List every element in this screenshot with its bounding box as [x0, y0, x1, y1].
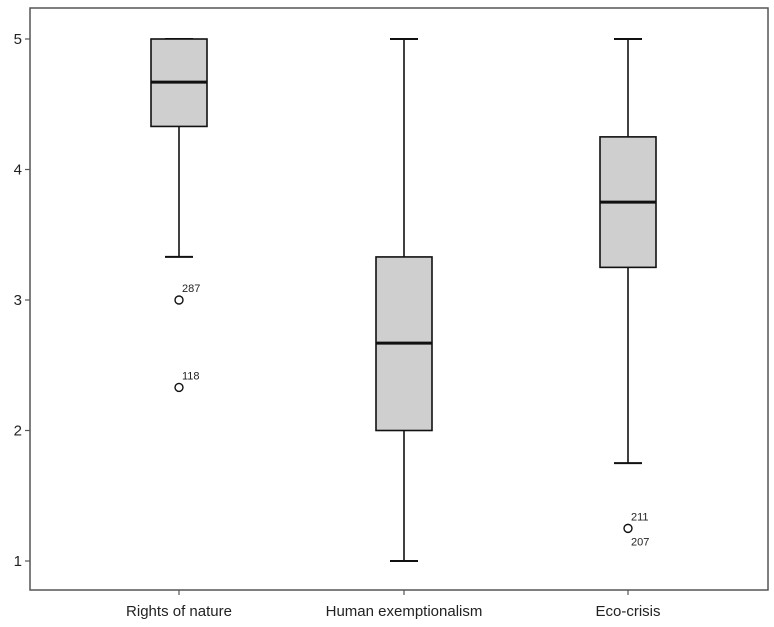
y-tick-label: 3 — [14, 292, 22, 309]
outlier-label: 211 — [631, 511, 649, 523]
outlier-point — [174, 382, 184, 393]
outlier-label: 207 — [631, 536, 649, 548]
box-group: 211 207 — [599, 38, 657, 548]
outlier-point — [174, 295, 184, 305]
y-axis: 1 2 3 4 5 — [14, 31, 30, 570]
y-tick-label: 2 — [14, 423, 22, 440]
y-tick-label: 1 — [14, 553, 22, 570]
outlier-point — [623, 523, 633, 534]
outlier-label: 118 — [182, 370, 200, 382]
x-category-label: Human exemptionalism — [326, 603, 483, 620]
outlier-label: 287 — [182, 283, 200, 295]
boxes-layer: 287 118 211 207 — [150, 38, 657, 562]
x-axis: Rights of nature Human exemptionalism Eco-… — [126, 590, 661, 620]
box-group: 287 118 — [150, 38, 208, 393]
box-group — [375, 38, 433, 562]
y-tick-label: 4 — [14, 162, 22, 179]
x-category-label: Eco-crisis — [595, 603, 660, 620]
x-category-label: Rights of nature — [126, 603, 232, 620]
y-tick-label: 5 — [14, 31, 22, 48]
